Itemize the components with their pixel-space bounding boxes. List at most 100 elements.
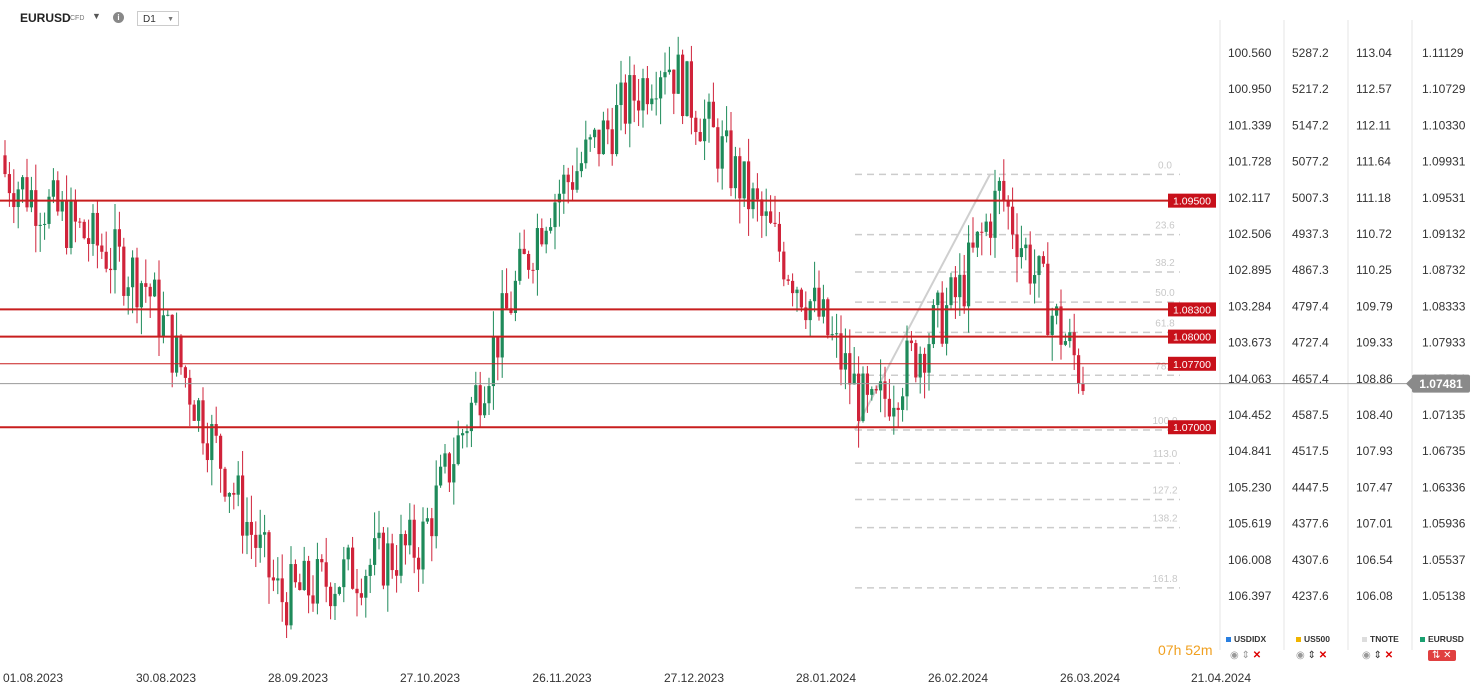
price-axis-label: 101.339 bbox=[1228, 118, 1272, 132]
candle-up bbox=[901, 396, 905, 410]
price-axis-label: 1.06336 bbox=[1422, 480, 1466, 494]
time-axis-label: 27.12.2023 bbox=[664, 671, 724, 685]
candle-down bbox=[478, 385, 482, 416]
candle-up bbox=[166, 314, 170, 316]
settings-icon[interactable]: ⇅ bbox=[1432, 650, 1441, 661]
candle-down bbox=[430, 518, 434, 537]
current-price-value: 1.07481 bbox=[1419, 377, 1463, 391]
candle-down bbox=[698, 132, 702, 142]
candle-down bbox=[320, 559, 324, 563]
price-axis-label: 1.05936 bbox=[1422, 517, 1466, 531]
legend-tnote[interactable]: TNOTE bbox=[1362, 634, 1399, 644]
info-icon[interactable]: i bbox=[113, 12, 124, 23]
candle-down bbox=[188, 377, 192, 405]
candle-up bbox=[562, 174, 566, 194]
legend-swatch bbox=[1420, 637, 1425, 643]
fib-level-label: 161.8 bbox=[1152, 574, 1177, 585]
candle-down bbox=[25, 177, 29, 208]
fib-level-label: 23.6 bbox=[1155, 221, 1175, 232]
price-axis-label: 1.08732 bbox=[1422, 263, 1466, 277]
candle-up bbox=[808, 301, 812, 321]
candle-up bbox=[852, 373, 856, 385]
sort-icon[interactable]: ⇕ bbox=[1373, 650, 1382, 661]
price-axis-label: 110.25 bbox=[1356, 263, 1392, 277]
candle-down bbox=[324, 562, 328, 587]
candle-down bbox=[773, 222, 777, 224]
candle-down bbox=[241, 475, 245, 536]
legend-us500[interactable]: US500 bbox=[1296, 634, 1330, 644]
candle-up bbox=[601, 120, 605, 155]
candle-down bbox=[298, 582, 302, 590]
candle-up bbox=[373, 538, 377, 565]
candle-up bbox=[813, 287, 817, 302]
level-price-label: 1.07000 bbox=[1173, 422, 1211, 434]
close-icon[interactable]: ✕ bbox=[1384, 650, 1394, 661]
legend-usdidx[interactable]: USDIDX bbox=[1226, 634, 1266, 644]
price-axis-label: 5217.2 bbox=[1292, 82, 1329, 96]
candle-down bbox=[1006, 200, 1010, 207]
close-icon[interactable]: ✕ bbox=[1443, 650, 1452, 661]
time-axis-label: 26.11.2023 bbox=[532, 671, 591, 685]
candle-down bbox=[355, 588, 359, 594]
candle-up bbox=[1063, 341, 1067, 345]
timeframe-select[interactable]: D1 ▼ bbox=[137, 11, 179, 26]
eye-icon[interactable]: ◉ bbox=[1296, 650, 1305, 661]
eye-icon[interactable]: ◉ bbox=[1362, 650, 1371, 661]
eye-icon[interactable]: ◉ bbox=[1230, 650, 1239, 661]
close-icon[interactable]: ✕ bbox=[1252, 650, 1262, 661]
candle-down bbox=[7, 174, 11, 194]
candle-down bbox=[395, 570, 399, 576]
candle-down bbox=[87, 238, 91, 244]
candle-down bbox=[201, 400, 205, 444]
fib-trendline bbox=[854, 173, 991, 431]
candle-down bbox=[522, 248, 526, 254]
candle-up bbox=[835, 333, 839, 335]
candle-up bbox=[593, 129, 597, 138]
candle-down bbox=[351, 547, 355, 589]
legend-controls-usdidx: ◉ ⇕ ✕ bbox=[1230, 650, 1261, 661]
candle-up bbox=[1033, 275, 1037, 284]
legend-controls-eurusd[interactable]: ⇅ ✕ bbox=[1428, 650, 1456, 661]
candle-up bbox=[47, 196, 51, 224]
candle-down bbox=[786, 279, 790, 281]
sort-icon[interactable]: ⇕ bbox=[1307, 650, 1316, 661]
candle-down bbox=[148, 286, 152, 297]
symbol-dropdown-icon[interactable]: ▼ bbox=[92, 11, 101, 21]
candle-down bbox=[157, 279, 161, 338]
candle-down bbox=[192, 404, 196, 421]
legend-label: EURUSD bbox=[1428, 634, 1464, 644]
price-axis-label: 1.08333 bbox=[1422, 299, 1466, 313]
candle-down bbox=[390, 543, 394, 571]
close-icon[interactable]: ✕ bbox=[1318, 650, 1328, 661]
symbol-name[interactable]: EURUSD bbox=[20, 11, 71, 25]
candle-up bbox=[667, 69, 671, 73]
candle-up bbox=[703, 118, 707, 142]
candle-up bbox=[659, 77, 663, 99]
candle-up bbox=[465, 431, 469, 434]
price-axis-label: 105.619 bbox=[1228, 517, 1272, 531]
candle-down bbox=[1072, 332, 1076, 356]
fib-level-label: 113.0 bbox=[1153, 449, 1178, 460]
candle-down bbox=[962, 274, 966, 307]
level-price-tag bbox=[1168, 356, 1216, 371]
candle-up bbox=[720, 136, 724, 169]
candle-up bbox=[905, 340, 909, 397]
candle-up bbox=[315, 559, 319, 604]
fib-level-label: 0.0 bbox=[1158, 160, 1172, 171]
candle-down bbox=[271, 577, 275, 581]
candle-up bbox=[302, 560, 306, 590]
candle-up bbox=[733, 156, 737, 189]
candle-down bbox=[672, 69, 676, 94]
price-axis-label: 102.895 bbox=[1228, 263, 1272, 277]
price-axis-label: 106.008 bbox=[1228, 553, 1272, 567]
sort-icon[interactable]: ⇕ bbox=[1241, 650, 1250, 661]
candle-up bbox=[210, 424, 214, 461]
time-axis-label: 01.08.2023 bbox=[3, 671, 63, 685]
countdown-minutes-unit: m bbox=[1200, 642, 1213, 658]
price-axis-label: 109.79 bbox=[1356, 299, 1393, 313]
candle-up bbox=[1019, 248, 1023, 258]
legend-eurusd[interactable]: EURUSD bbox=[1420, 634, 1464, 644]
price-axis-label: 1.05138 bbox=[1422, 589, 1466, 603]
legend-controls-tnote: ◉ ⇕ ✕ bbox=[1362, 650, 1393, 661]
